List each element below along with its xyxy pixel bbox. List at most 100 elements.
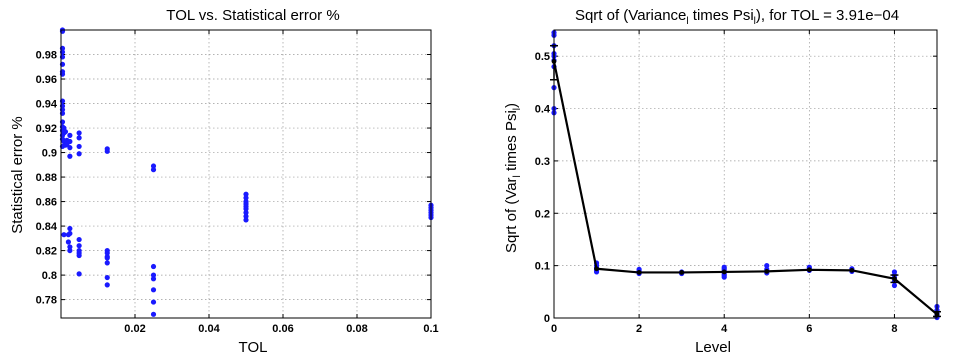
chart1-xtick-label-2: 0.06 [272,323,293,335]
chart1-point-41 [76,236,82,243]
chart1-point-22 [62,129,69,135]
chart1-ylabel: Statistical error % [9,116,26,234]
chart1-point-28 [65,239,71,245]
chart1-point-32 [67,153,73,159]
chart1-ytick-label-1: 0.8 [42,270,57,282]
chart1-ytick-label-2: 0.82 [36,246,57,258]
chart2-title-sub2: l [754,16,756,27]
chart-variance-by-level: Sqrt of (Variancel times Psil), for TOL … [503,7,941,356]
chart1-point-34 [67,230,73,237]
chart2-frame [553,29,938,319]
chart1-title: TOL vs. Statistical error % [166,7,339,24]
chart2-xtick-label-2: 4 [721,323,728,335]
chart2-mean-point-5 [764,268,770,274]
chart2-ylabel-sub1: l [512,175,523,177]
chart1-point-21 [61,232,67,238]
chart2-ylabel-end: ) [503,103,520,108]
chart2-title-main: Sqrt of (Variance [575,7,686,24]
chart2-mean-path [552,61,938,316]
chart2-mean-point-1 [594,266,599,272]
chart1-ytick-label-10: 0.98 [36,50,57,62]
chart1-xtick-label-4: 0.1 [423,323,438,335]
chart1-point-30 [67,138,73,145]
chart1-point-48 [104,148,110,154]
chart2-xlabel: Level [695,339,731,356]
chart1-point-57 [150,167,157,173]
chart1-point-46 [76,271,82,277]
chart1-point-59 [150,272,157,278]
chart1-point-33 [67,225,73,232]
chart2-ytick-label-0: 0 [544,313,550,325]
chart-tol-vs-error: TOL vs. Statistical error % TOL Statisti… [9,7,439,356]
chart2-point-43 [891,282,898,289]
chart1-point-36 [67,247,73,254]
chart1-point-54 [104,274,110,281]
chart2-ytick-label-1: 0.1 [535,261,550,273]
chart1-ytick-label-4: 0.86 [36,197,57,209]
chart2-ylabel-sub2: l [512,108,523,110]
chart1-ytick-label-8: 0.94 [36,99,58,111]
chart1-point-55 [104,282,110,288]
chart2-title-sub1: l [686,16,688,27]
chart2-xtick-label-0: 0 [551,323,557,335]
chart1-xlabel: TOL [239,339,268,356]
chart1-point-65 [243,195,249,201]
chart2-ytick-label-5: 0.5 [535,51,550,63]
chart2-ytick-label-4: 0.4 [535,104,551,116]
chart1-point-52 [104,255,110,261]
chart1-point-58 [150,263,157,270]
chart1-ytick-label-0: 0.78 [36,295,57,307]
chart2-point-28 [721,274,727,280]
chart1-point-62 [150,299,157,305]
chart1-ytick-label-7: 0.92 [36,123,57,135]
chart1-xtick-label-1: 0.04 [198,323,220,335]
chart1-ytick-label-6: 0.9 [42,148,57,160]
chart1-point-63 [150,311,157,317]
chart2-title-mid: times Psi [689,7,754,24]
chart2-xtick-label-4: 8 [891,323,897,335]
chart1-point-39 [76,143,82,150]
chart2-mean-point-3 [679,270,685,275]
chart1-point-53 [104,260,110,266]
chart2-title-end: ), for TOL = 3.91e−04 [756,7,899,24]
chart1-ticks: 0.02 0.04 0.06 0.08 0.1 0.78 0.8 0.82 0.84 0.86 0.… [36,30,439,335]
chart1-point-35 [67,244,73,250]
chart1-point-56 [150,163,157,169]
chart1-point-61 [150,287,157,293]
chart2-ytick-label-3: 0.3 [535,156,550,168]
chart1-point-29 [67,132,73,138]
chart1-point-40 [76,151,82,157]
chart2-title: Sqrt of (Variancel times Psil), for TOL … [575,7,899,27]
chart1-point-69 [243,206,249,212]
chart1-points [59,27,434,317]
chart2-mean-point-4 [721,269,727,275]
chart2-xtick-label-1: 2 [636,323,642,335]
chart1-point-31 [67,145,73,151]
chart2-ylabel: Sqrt of (Varl times Psil) [503,103,523,253]
chart1-point-64 [243,191,249,197]
chart1-xtick-label-3: 0.08 [346,323,367,335]
chart1-ytick-label-9: 0.96 [36,74,57,86]
chart1-point-38 [76,135,82,141]
chart1-point-50 [104,250,110,256]
chart1-point-45 [76,252,82,259]
chart2-ytick-label-2: 0.2 [535,208,550,220]
chart1-point-37 [76,130,82,136]
chart2-mean-point-2 [636,270,642,275]
chart1-point-71 [243,213,249,219]
chart1-frame [60,29,432,319]
chart1-xtick-label-0: 0.02 [124,323,145,335]
chart1-point-70 [243,210,249,216]
chart1-ytick-label-3: 0.84 [36,221,58,233]
chart1-grid [61,30,431,318]
chart1-point-42 [76,243,82,249]
chart2-ylabel-mid: times Psi [503,110,520,175]
chart1-ytick-label-5: 0.88 [36,172,57,184]
chart2-ylabel-main: Sqrt of (Var [503,177,520,253]
chart1-point-60 [150,276,157,282]
chart2-mean-line [551,59,940,317]
chart2-mean-point-6 [806,267,812,273]
chart2-ticks: 0 2 4 6 8 0 0.1 0.2 0.3 0.4 0.5 [535,30,937,335]
chart2-xtick-label-3: 6 [806,323,812,335]
